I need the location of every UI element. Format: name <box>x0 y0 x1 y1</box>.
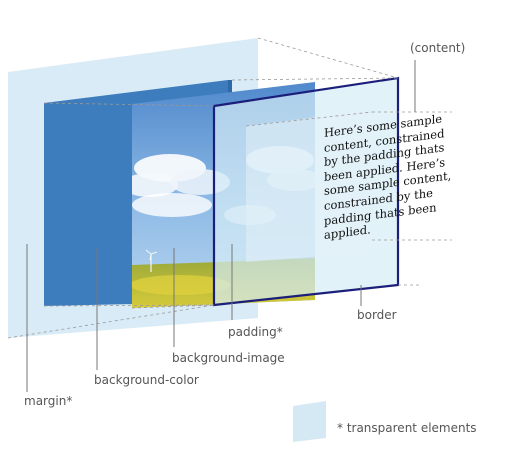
label-border: border <box>357 308 397 322</box>
label-padding: padding* <box>228 325 283 339</box>
label-margin: margin* <box>24 394 72 408</box>
label-content: (content) <box>410 41 465 55</box>
label-background-image: background-image <box>172 351 285 365</box>
leader-lines <box>26 60 416 392</box>
content-area <box>246 110 372 262</box>
label-background-color: background-color <box>94 373 199 387</box>
sample-content-text: Here’s some sample content, constrained … <box>324 111 452 243</box>
legend-swatch <box>293 401 326 442</box>
guide-lines <box>7 37 452 339</box>
legend-label: * transparent elements <box>337 421 477 435</box>
